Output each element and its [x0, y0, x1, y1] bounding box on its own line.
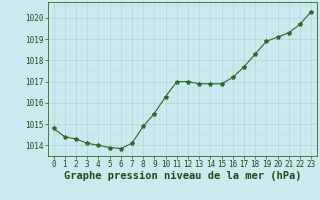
- X-axis label: Graphe pression niveau de la mer (hPa): Graphe pression niveau de la mer (hPa): [64, 171, 301, 181]
